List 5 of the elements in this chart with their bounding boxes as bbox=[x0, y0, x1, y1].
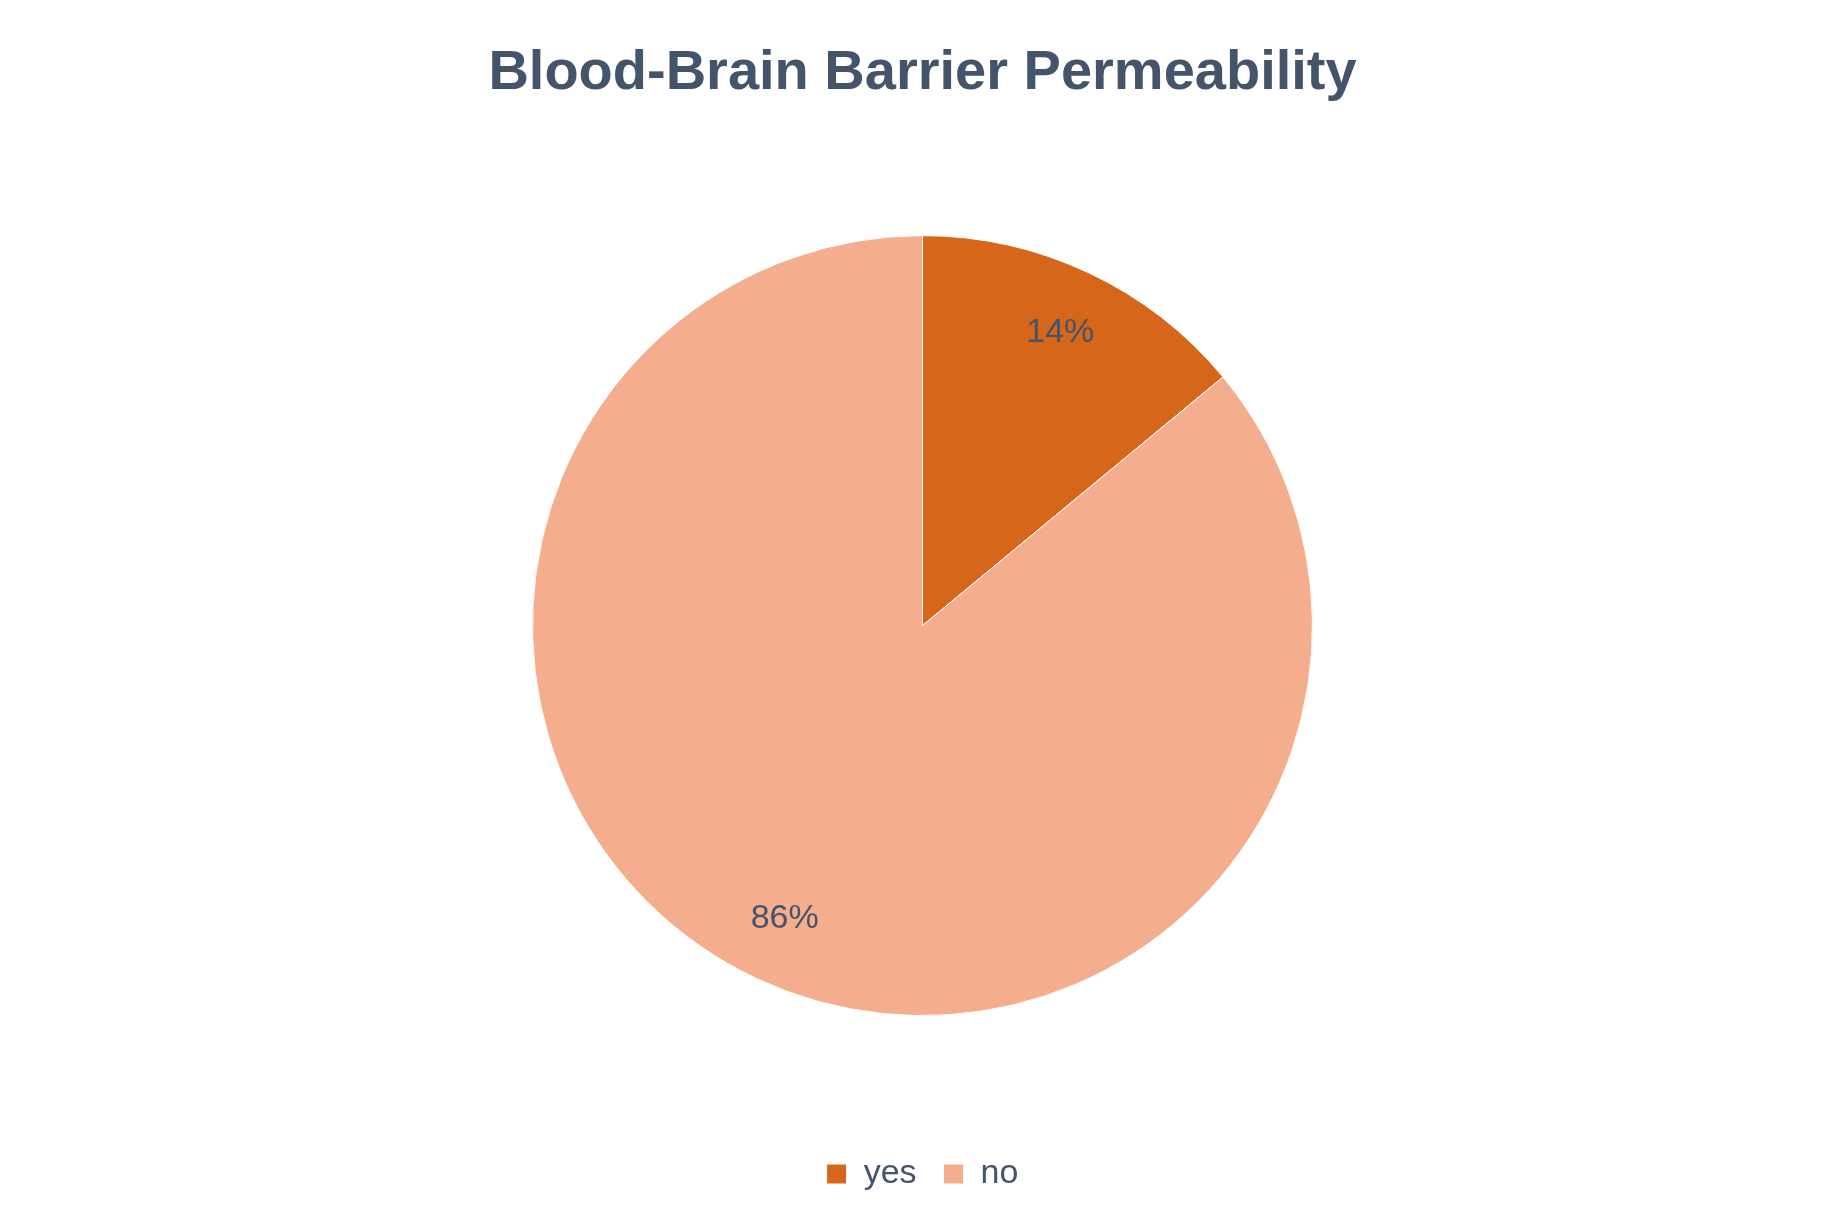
legend-label: yes bbox=[863, 1152, 917, 1191]
data-label: 86% bbox=[750, 896, 819, 935]
legend-label: no bbox=[980, 1152, 1019, 1191]
chart-title: Blood-Brain Barrier Permeability bbox=[488, 38, 1357, 102]
data-label: 14% bbox=[1026, 311, 1095, 350]
